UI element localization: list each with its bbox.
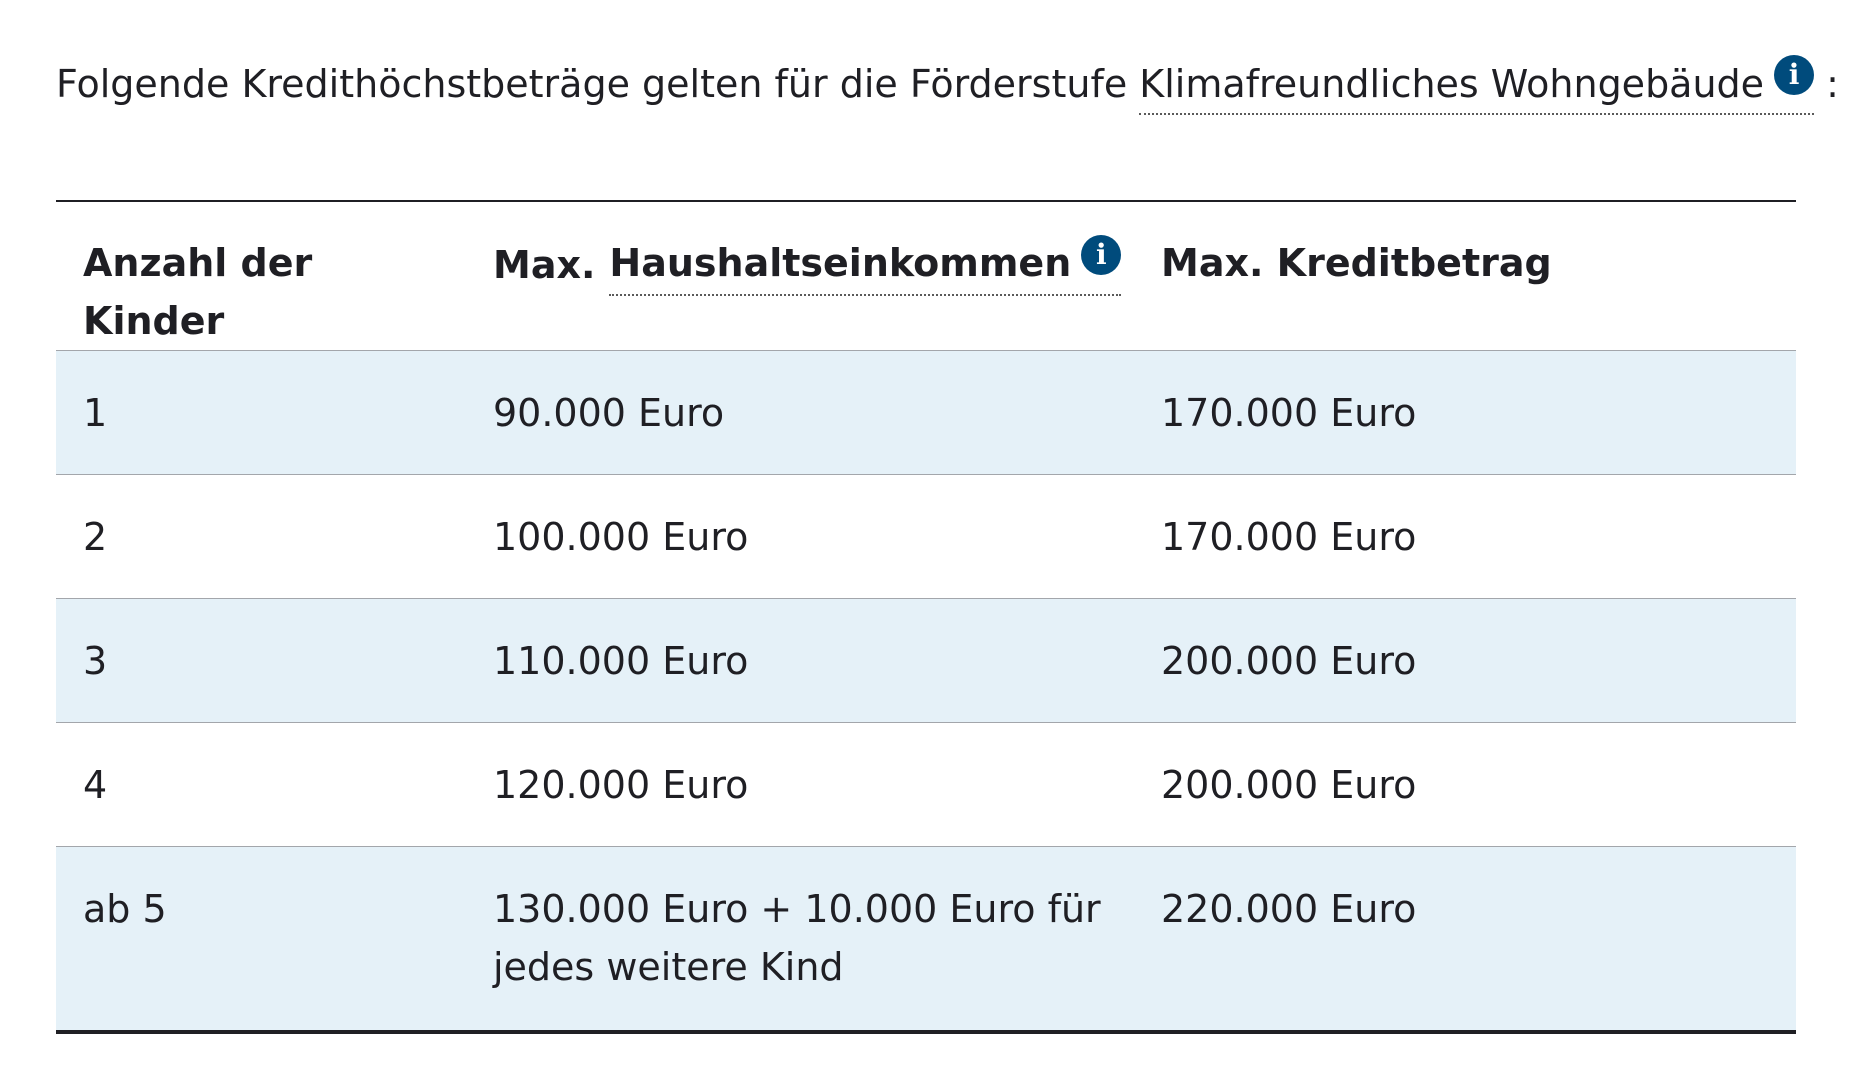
table-row: 2 100.000 Euro 170.000 Euro <box>56 475 1796 599</box>
cell-max-haushaltseinkommen: 110.000 Euro <box>493 639 749 683</box>
table-body: 1 90.000 Euro 170.000 Euro 2 100.000 Eur… <box>56 350 1796 1033</box>
cell-max-haushaltseinkommen: 90.000 Euro <box>493 391 725 435</box>
cell-max-kreditbetrag: 170.000 Euro <box>1161 391 1417 435</box>
haushaltseinkommen-link[interactable]: Haushaltseinkommen i <box>609 234 1122 296</box>
cell-anzahl-kinder: 2 <box>83 515 108 559</box>
header-max-haushaltseinkommen: Max. Haushaltseinkommen i <box>466 201 1134 351</box>
cell-max-haushaltseinkommen-text: 130.000 Euro + 10.000 Euro für jedes wei… <box>493 887 1101 989</box>
cell-anzahl-kinder: 4 <box>83 763 108 807</box>
cell-max-haushaltseinkommen: 130.000 Euro + 10.000 Euro für jedes wei… <box>466 847 1134 1033</box>
cell-anzahl-kinder: 1 <box>83 391 108 435</box>
table-header-row: Anzahl der Kinder Max. Haushaltseinkomme… <box>56 201 1796 351</box>
info-icon[interactable]: i <box>1774 54 1815 95</box>
cell-max-kreditbetrag: 200.000 Euro <box>1161 763 1417 807</box>
kredithoechstbetraege-table: Anzahl der Kinder Max. Haushaltseinkomme… <box>56 200 1796 1034</box>
table-header: Anzahl der Kinder Max. Haushaltseinkomme… <box>56 201 1796 351</box>
cell-max-haushaltseinkommen: 100.000 Euro <box>493 515 749 559</box>
info-icon[interactable]: i <box>1081 235 1122 275</box>
intro-text: Folgende Kredithöchstbeträge gelten für … <box>56 54 1839 116</box>
haushaltseinkommen-label: Haushaltseinkommen <box>609 241 1072 285</box>
header-max-kreditbetrag: Max. Kreditbetrag <box>1134 201 1796 351</box>
cell-max-kreditbetrag: 220.000 Euro <box>1161 887 1417 931</box>
table-row: 3 110.000 Euro 200.000 Euro <box>56 598 1796 723</box>
kredithoechstbetraege-table-wrapper: Anzahl der Kinder Max. Haushaltseinkomme… <box>56 200 1796 1034</box>
klimafreundliches-wohngebaeude-label: Klimafreundliches Wohngebäude <box>1139 62 1765 106</box>
intro-text-after: : <box>1814 62 1839 106</box>
table-row: 4 120.000 Euro 200.000 Euro <box>56 723 1796 847</box>
header-max-haushaltseinkommen-content: Max. Haushaltseinkommen i <box>493 234 1122 296</box>
klimafreundliches-wohngebaeude-link[interactable]: Klimafreundliches Wohngebäude i <box>1139 54 1815 116</box>
cell-max-haushaltseinkommen: 120.000 Euro <box>493 763 749 807</box>
cell-max-kreditbetrag: 200.000 Euro <box>1161 639 1417 683</box>
table-row: ab 5 130.000 Euro + 10.000 Euro für jede… <box>56 846 1796 1033</box>
cell-anzahl-kinder: ab 5 <box>83 887 167 931</box>
table-row: 1 90.000 Euro 170.000 Euro <box>56 350 1796 475</box>
cell-max-kreditbetrag: 170.000 Euro <box>1161 515 1417 559</box>
cell-anzahl-kinder: 3 <box>83 639 108 683</box>
intro-text-before: Folgende Kredithöchstbeträge gelten für … <box>56 62 1140 106</box>
header-anzahl-kinder: Anzahl der Kinder <box>56 201 466 351</box>
header-max-prefix: Max. <box>493 243 596 287</box>
